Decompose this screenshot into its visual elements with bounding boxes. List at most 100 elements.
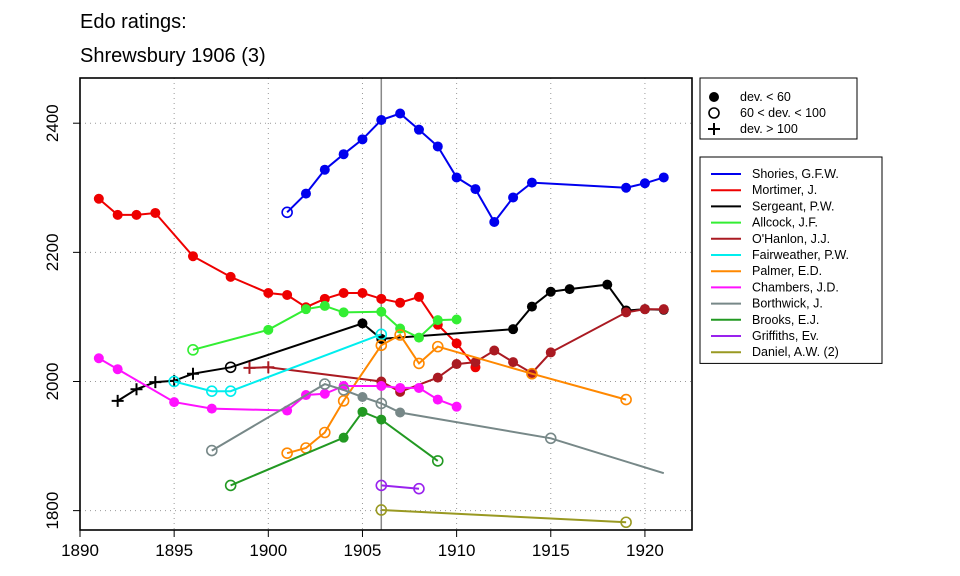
- data-point: [470, 184, 481, 195]
- data-point: [149, 376, 162, 389]
- data-point: [708, 123, 720, 135]
- data-point: [394, 329, 406, 341]
- data-point: [395, 297, 406, 308]
- data-point: [357, 288, 368, 299]
- data-point: [602, 279, 613, 290]
- legend-label: Chambers, J.D.: [752, 280, 839, 294]
- data-point: [224, 479, 237, 492]
- data-point: [451, 314, 462, 325]
- chart-subtitle: Shrewsbury 1906 (3): [80, 45, 266, 67]
- data-point: [451, 338, 462, 349]
- data-point: [319, 164, 330, 175]
- y-tick-label: 2000: [43, 363, 62, 401]
- data-point: [263, 288, 274, 299]
- data-point: [620, 516, 632, 529]
- legend-label: Mortimer, J.: [752, 183, 817, 197]
- series-line: [381, 484, 420, 490]
- legend-label: Griffiths, Ev.: [752, 329, 819, 343]
- series-group: [224, 406, 444, 492]
- data-point: [319, 300, 330, 311]
- data-point: [526, 177, 537, 188]
- data-point: [318, 426, 331, 439]
- data-point: [206, 403, 217, 414]
- data-point: [357, 318, 368, 329]
- legend-label: Brooks, E.J.: [752, 313, 819, 327]
- data-point: [432, 394, 443, 405]
- data-point: [337, 384, 350, 396]
- data-point: [526, 301, 537, 312]
- series-group: [168, 328, 388, 397]
- data-point: [432, 315, 443, 326]
- data-point: [709, 92, 719, 102]
- data-point: [263, 324, 274, 335]
- data-point: [413, 482, 425, 495]
- data-point: [395, 108, 406, 119]
- data-point: [225, 271, 236, 282]
- data-point: [658, 172, 669, 183]
- series-group: [281, 108, 669, 227]
- data-point: [508, 324, 519, 335]
- data-point: [545, 286, 556, 297]
- legend-label: Borthwick, J.: [752, 297, 823, 311]
- data-point: [281, 447, 293, 459]
- data-point: [431, 455, 444, 467]
- data-point: [620, 393, 632, 406]
- data-point: [130, 383, 143, 396]
- legend-label: Daniel, A.W. (2): [752, 345, 839, 359]
- plot-area: 1890 1895 1900 1905 1910 1915 1920 1800 2000 2200…: [43, 77, 693, 560]
- data-point: [206, 444, 218, 457]
- data-point: [376, 306, 387, 317]
- data-point: [489, 216, 500, 227]
- data-point: [432, 372, 443, 383]
- data-point: [224, 385, 237, 397]
- x-tick-label: 1895: [155, 541, 193, 560]
- chart-title: Edo ratings:: [80, 11, 187, 33]
- data-point: [243, 361, 256, 374]
- data-point: [187, 344, 199, 356]
- data-point: [186, 367, 199, 380]
- data-point: [451, 172, 462, 183]
- series-group: [375, 479, 425, 495]
- data-point: [169, 397, 180, 408]
- data-point: [376, 293, 387, 304]
- data-point: [282, 289, 293, 300]
- data-point: [338, 432, 349, 443]
- data-point: [639, 178, 650, 189]
- data-point: [413, 382, 424, 393]
- marker-legend: dev. < 60 60 < dev. < 100 dev. > 100: [699, 77, 858, 140]
- marker-legend-box: [699, 77, 858, 140]
- data-point: [413, 291, 424, 302]
- data-point: [111, 394, 124, 407]
- data-point: [357, 391, 368, 402]
- data-point: [150, 207, 161, 218]
- data-point: [413, 332, 424, 343]
- data-point: [262, 361, 275, 374]
- y-tick-label: 2400: [43, 104, 62, 142]
- series-line: [286, 112, 665, 224]
- data-point: [376, 414, 387, 425]
- data-point: [112, 364, 123, 375]
- series-line: [381, 509, 627, 524]
- data-point: [451, 359, 462, 370]
- data-point: [639, 304, 650, 315]
- data-point: [375, 479, 388, 492]
- x-tick-label: 1905: [344, 541, 382, 560]
- data-point: [131, 209, 142, 220]
- data-point: [432, 141, 443, 152]
- data-point: [357, 134, 368, 145]
- data-point: [338, 288, 349, 299]
- marker-legend-label: dev. < 60: [740, 90, 791, 104]
- data-point: [337, 395, 350, 407]
- data-point: [526, 367, 538, 380]
- marker-legend-label: dev. > 100: [740, 122, 798, 136]
- x-tick-label: 1890: [61, 541, 99, 560]
- data-point: [470, 357, 481, 368]
- data-point: [300, 304, 311, 315]
- series-legend: Shories, G.F.W. Mortimer, J. Sergeant, P.W…: [699, 156, 883, 364]
- y-tick-label: 1800: [43, 492, 62, 530]
- series-line: [192, 304, 457, 351]
- data-point: [281, 206, 293, 219]
- legend-label: Fairweather, P.W.: [752, 248, 849, 262]
- series-group: [187, 300, 462, 356]
- series-group: [206, 378, 665, 475]
